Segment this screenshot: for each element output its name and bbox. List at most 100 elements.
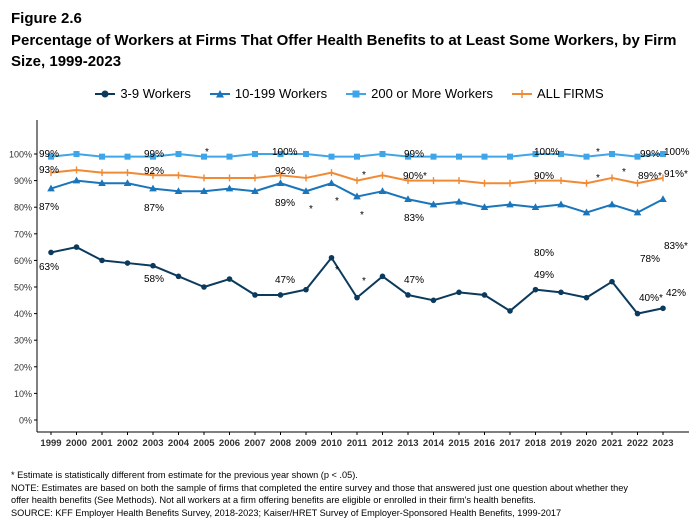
data-point — [276, 179, 285, 187]
y-tick-label: 10% — [14, 389, 32, 399]
data-point — [480, 203, 489, 210]
data-point — [175, 273, 182, 280]
x-tick-label: 2021 — [601, 438, 623, 449]
data-point — [123, 179, 132, 187]
data-point — [175, 151, 182, 157]
data-point — [379, 151, 386, 157]
data-label: 87% — [39, 202, 59, 213]
legend-label: 200 or More Workers — [371, 86, 493, 101]
data-point — [327, 179, 336, 187]
data-point — [405, 292, 411, 298]
data-label: 91%* — [664, 169, 688, 180]
figure-label: Figure 2.6 — [11, 10, 82, 27]
data-point — [354, 153, 360, 160]
x-tick-label: 2016 — [474, 438, 495, 449]
data-point — [379, 273, 386, 280]
significance-asterisk: * — [335, 265, 339, 276]
data-point — [225, 184, 234, 192]
data-point — [481, 292, 488, 298]
data-point — [659, 195, 667, 203]
data-point — [660, 151, 666, 157]
x-tick-label: 2007 — [244, 438, 265, 449]
legend-marker-circle-icon — [95, 90, 116, 97]
significance-asterisk: * — [596, 173, 600, 184]
x-tick-label: 2020 — [576, 438, 597, 449]
x-tick-label: 2011 — [347, 438, 368, 449]
data-point — [506, 200, 514, 208]
data-point — [634, 310, 641, 317]
legend-marker-plus-icon — [511, 89, 532, 98]
data-point — [277, 292, 284, 298]
data-point — [73, 244, 80, 250]
data-label: 100% — [272, 147, 298, 158]
data-label: 87% — [144, 203, 164, 214]
source-note: SOURCE: KFF Employer Health Benefits Sur… — [11, 507, 562, 518]
data-point — [455, 197, 463, 205]
data-point — [302, 187, 310, 195]
data-point — [378, 187, 387, 195]
legend-label: ALL FIRMS — [536, 86, 604, 101]
asterisk-note: * Estimate is statistically different fr… — [11, 470, 358, 480]
data-label: 100% — [534, 147, 560, 158]
data-point — [200, 187, 208, 195]
y-tick-label: 70% — [14, 229, 32, 239]
legend-label: 3-9 Workers — [120, 86, 191, 101]
data-point — [303, 286, 309, 293]
x-tick-label: 2018 — [525, 438, 546, 449]
x-tick-label: 2023 — [652, 438, 673, 449]
data-label: 90%* — [403, 171, 427, 182]
legend-item-200-or-more-workers: 200 or More Workers — [345, 86, 493, 101]
data-label: 42% — [666, 288, 686, 299]
data-label: 49% — [534, 270, 554, 281]
y-tick-label: 80% — [14, 203, 32, 213]
data-point — [456, 153, 462, 160]
data-point — [150, 153, 156, 160]
y-tick-label: 60% — [14, 256, 32, 266]
data-point — [354, 294, 360, 301]
significance-asterisk: * — [362, 170, 366, 181]
data-label: 92% — [275, 166, 295, 177]
y-tick-label: 50% — [14, 283, 32, 293]
y-tick-label: 30% — [14, 336, 32, 346]
methods-note-line-2: offer health benefits (See Methods). Not… — [11, 495, 536, 506]
data-point — [583, 294, 590, 301]
x-tick-label: 2000 — [66, 438, 87, 449]
x-tick-label: 2004 — [168, 438, 190, 449]
data-label: 80% — [534, 248, 554, 259]
data-point — [252, 292, 258, 298]
y-tick-label: 90% — [14, 176, 32, 186]
data-point — [507, 308, 513, 314]
data-point — [99, 257, 105, 264]
data-point — [609, 151, 615, 157]
data-point — [507, 153, 513, 160]
data-point — [430, 153, 437, 160]
data-label: 99% — [39, 149, 59, 160]
significance-asterisk: * — [596, 147, 600, 158]
x-tick-label: 2003 — [142, 438, 163, 449]
y-tick-label: 20% — [14, 362, 32, 372]
data-label: 40%* — [639, 293, 663, 304]
data-label: 100% — [664, 147, 690, 158]
notes-block: * Estimate is statistically different fr… — [11, 469, 691, 519]
significance-asterisk: * — [360, 210, 364, 221]
x-tick-label: 2015 — [448, 438, 470, 449]
legend-marker-triangle-icon — [209, 89, 230, 97]
data-label: 92% — [144, 166, 164, 177]
data-point — [429, 200, 438, 208]
data-point — [583, 153, 590, 160]
data-point — [430, 297, 437, 304]
x-tick-label: 2012 — [372, 438, 393, 449]
data-label: 47% — [404, 275, 424, 286]
x-tick-label: 2005 — [193, 438, 215, 449]
data-point — [608, 200, 616, 208]
data-point — [201, 284, 207, 290]
data-label: 63% — [39, 262, 59, 273]
data-point — [150, 262, 156, 269]
legend-item-10-199-workers: 10-199 Workers — [209, 86, 327, 101]
y-tick-label: 100% — [9, 150, 32, 160]
data-point — [404, 195, 412, 203]
data-point — [72, 176, 81, 184]
data-point — [481, 153, 488, 160]
y-tick-label: 40% — [14, 309, 32, 319]
